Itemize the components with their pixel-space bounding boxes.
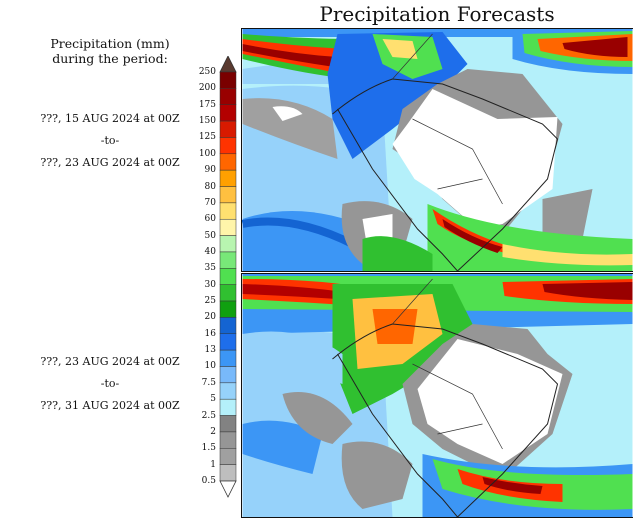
colorbar-tick-label: 1.5 (201, 443, 216, 454)
colorbar-tick-label: 2 (210, 426, 216, 437)
colorbar-tick-label: 25 (204, 296, 216, 307)
legend-title-line2: during the period: (52, 51, 168, 66)
colorbar-box (219, 202, 237, 220)
colorbar-under-triangle (219, 480, 237, 498)
period-2: ???, 23 AUG 2024 at 00Z -to- ???, 31 AUG… (20, 351, 200, 417)
colorbar-tick-label: 70 (204, 197, 216, 208)
colorbar-box (219, 235, 237, 253)
colorbar-box (219, 415, 237, 433)
colorbar-tick-label: 250 (198, 67, 216, 77)
colorbar-box (219, 300, 237, 318)
colorbar-tick-label: 5 (210, 394, 216, 405)
colorbar-box (219, 317, 237, 335)
map-panel-period-2 (241, 273, 633, 518)
colorbar-tick-label: 90 (204, 165, 216, 176)
period-2-end: ???, 31 AUG 2024 at 00Z (40, 399, 180, 412)
colorbar-box (219, 137, 237, 155)
colorbar-over-triangle (219, 56, 237, 73)
colorbar-box (219, 71, 237, 89)
colorbar-tick-label: 2.5 (201, 410, 216, 421)
period-1: ???, 15 AUG 2024 at 00Z -to- ???, 23 AUG… (20, 108, 200, 174)
colorbar-box (219, 431, 237, 449)
colorbar-tick-label: 0.5 (201, 476, 216, 486)
map-panel-period-1 (241, 28, 633, 272)
colorbar-tick-label: 7.5 (201, 377, 216, 388)
colorbar-tick-label: 80 (204, 181, 216, 192)
colorbar-tick-label: 60 (204, 214, 216, 225)
period-1-start: ???, 15 AUG 2024 at 00Z (40, 112, 180, 125)
colorbar-tick-label: 40 (204, 246, 216, 257)
colorbar-box (219, 88, 237, 105)
colorbar-box (219, 333, 237, 351)
colorbar-box (219, 104, 237, 122)
colorbar-box (219, 169, 237, 187)
legend-title: Precipitation (mm) during the period: (20, 36, 200, 66)
colorbar-tick-label: 30 (204, 279, 216, 290)
colorbar-box (219, 218, 237, 236)
colorbar-box (219, 186, 237, 204)
colorbar-tick-label: 35 (204, 263, 216, 274)
colorbar-tick-label: 150 (198, 116, 216, 127)
period-2-sep: -to- (100, 377, 120, 390)
colorbar-tick-label: 100 (198, 148, 216, 159)
colorbar-box (219, 366, 237, 384)
colorbar-tick-label: 50 (204, 230, 216, 241)
period-2-start: ???, 23 AUG 2024 at 00Z (40, 355, 180, 368)
colorbar-box (219, 349, 237, 367)
precip-map-2 (242, 274, 633, 517)
colorbar-tick-label: 13 (204, 345, 216, 356)
colorbar (219, 56, 237, 498)
colorbar-tick-label: 1 (210, 459, 216, 470)
colorbar-tick-label: 20 (204, 312, 216, 323)
legend-title-line1: Precipitation (mm) (50, 36, 170, 51)
colorbar-box (219, 120, 237, 138)
colorbar-tick-label: 125 (198, 132, 216, 143)
colorbar-box (219, 398, 237, 416)
page-title: Precipitation Forecasts (319, 2, 555, 26)
period-1-sep: -to- (100, 134, 120, 147)
period-1-end: ???, 23 AUG 2024 at 00Z (40, 156, 180, 169)
colorbar-tick-label: 16 (204, 328, 216, 339)
colorbar-tick-label: 200 (198, 83, 216, 94)
colorbar-box (219, 382, 237, 400)
colorbar-box (219, 464, 237, 482)
colorbar-tick-label: 10 (204, 361, 216, 372)
colorbar-box (219, 153, 237, 171)
colorbar-box (219, 284, 237, 302)
precip-map-1 (242, 29, 633, 271)
colorbar-tick-label: 175 (198, 99, 216, 110)
colorbar-box (219, 448, 237, 465)
colorbar-box (219, 268, 237, 285)
colorbar-box (219, 251, 237, 269)
